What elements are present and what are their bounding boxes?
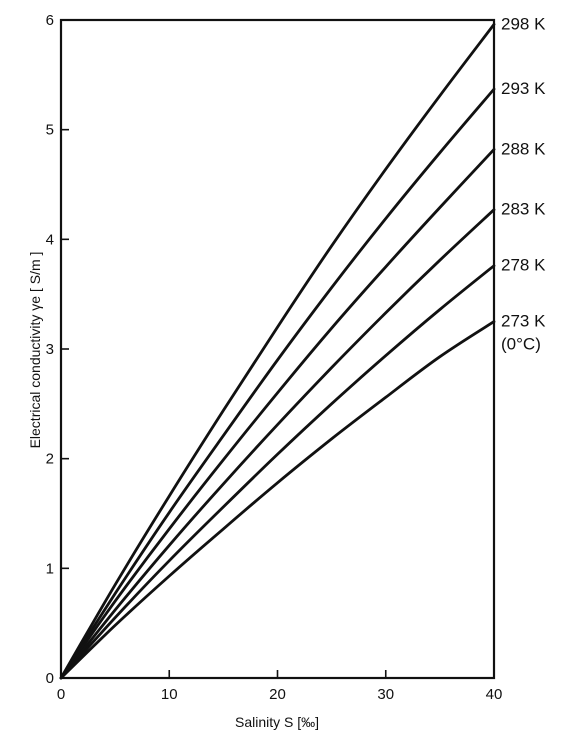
- series-label: 298 K: [501, 14, 546, 33]
- x-tick-label: 30: [377, 686, 394, 703]
- series-labels: 298 K 293 K 288 K 283 K 278 K 273 K (0°C): [501, 14, 546, 353]
- y-tick-label: 3: [46, 341, 54, 358]
- y-tick-label: 5: [46, 122, 54, 139]
- y-tick-label: 0: [46, 670, 54, 687]
- series-line: [59, 87, 496, 680]
- series-lines: [59, 23, 496, 680]
- series-line: [59, 148, 496, 680]
- y-tick-label: 1: [46, 560, 54, 577]
- series-label: 288 K: [501, 139, 546, 158]
- y-axis-title: Electrical conductivity γe [ S/m ]: [27, 252, 43, 449]
- series-label: 278 K: [501, 256, 546, 275]
- y-tick-label: 2: [46, 451, 54, 468]
- series-label: 283 K: [501, 200, 546, 219]
- x-tick-label: 10: [161, 686, 178, 703]
- series-label: 273 K: [501, 312, 546, 331]
- series-label: 293 K: [501, 79, 546, 98]
- x-tick-label: 0: [57, 686, 65, 703]
- series-label-sub: (0°C): [501, 335, 541, 354]
- x-tick-label: 40: [486, 686, 503, 703]
- x-axis-title: Salinity S [‰]: [235, 714, 319, 730]
- x-tick-label: 20: [269, 686, 286, 703]
- series-line: [59, 264, 496, 680]
- y-tick-label: 6: [46, 12, 54, 29]
- axis-ticks: 0 10 20 30 40 0 1 2 3 4 5 6: [46, 12, 503, 703]
- series-line: [59, 23, 496, 680]
- y-tick-label: 4: [46, 231, 54, 248]
- series-line: [59, 320, 496, 680]
- series-line: [59, 208, 496, 680]
